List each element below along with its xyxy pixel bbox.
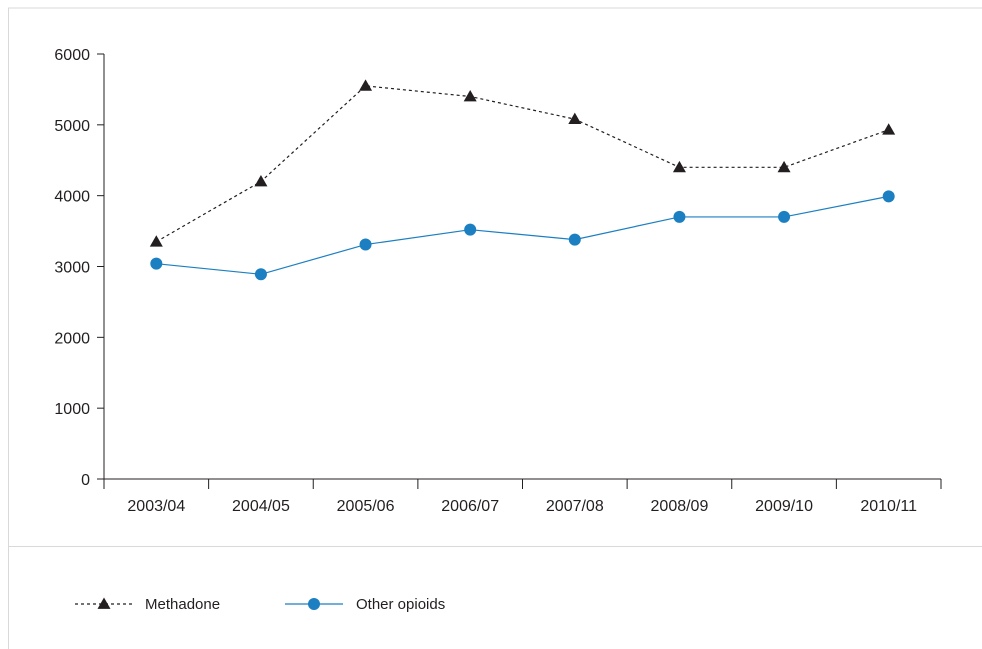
other-opioids-point [359,238,372,251]
methadone-point [777,160,791,173]
legend-item-methadone: Methadone [75,596,220,613]
x-tick-label: 2005/06 [337,498,395,515]
legend: Methadone Other opioids [75,596,445,613]
legend-marker [308,598,320,610]
y-tick-label: 4000 [54,189,90,206]
other-opioids-point [150,257,163,270]
legend-item-other-opioids: Other opioids [285,596,445,613]
methadone-point [463,90,477,102]
methadone-line [156,85,889,243]
methadone-point [568,112,582,125]
legend-marker [97,597,111,609]
other-opioids-point [778,210,791,223]
other-opioids-point [673,210,686,223]
y-tick-label: 2000 [54,330,90,347]
methadone-point [254,175,268,187]
x-tick-label: 2009/10 [755,498,813,515]
axes: 0 1000 2000 3000 4000 5000 6000 2003/04 2004/05 2… [54,47,942,515]
other-opioids-series [150,190,895,281]
other-opioids-point [254,268,267,281]
other-opioids-line [156,195,889,275]
methadone-series [149,79,896,247]
y-tick-label: 0 [81,472,90,489]
methadone-point [882,123,896,135]
legend-label: Methadone [145,596,220,613]
y-tick-label: 6000 [54,47,90,64]
other-opioids-point [568,233,581,246]
x-tick-label: 2003/04 [127,498,185,515]
methadone-point [359,79,373,91]
other-opioids-point [464,223,477,236]
y-tick-label: 3000 [54,260,90,277]
other-opioids-point [882,190,895,203]
x-tick-label: 2010/11 [860,498,917,515]
series-layer [149,79,896,281]
y-tick-label: 5000 [54,118,90,135]
legend-label: Other opioids [356,596,445,613]
x-tick-label: 2008/09 [651,498,709,515]
methadone-point [149,235,163,247]
x-tick-label: 2007/08 [546,498,604,515]
y-tick-label: 1000 [54,401,90,418]
x-tick-label: 2004/05 [232,498,290,515]
methadone-point [672,160,686,173]
x-tick-label: 2006/07 [441,498,499,515]
